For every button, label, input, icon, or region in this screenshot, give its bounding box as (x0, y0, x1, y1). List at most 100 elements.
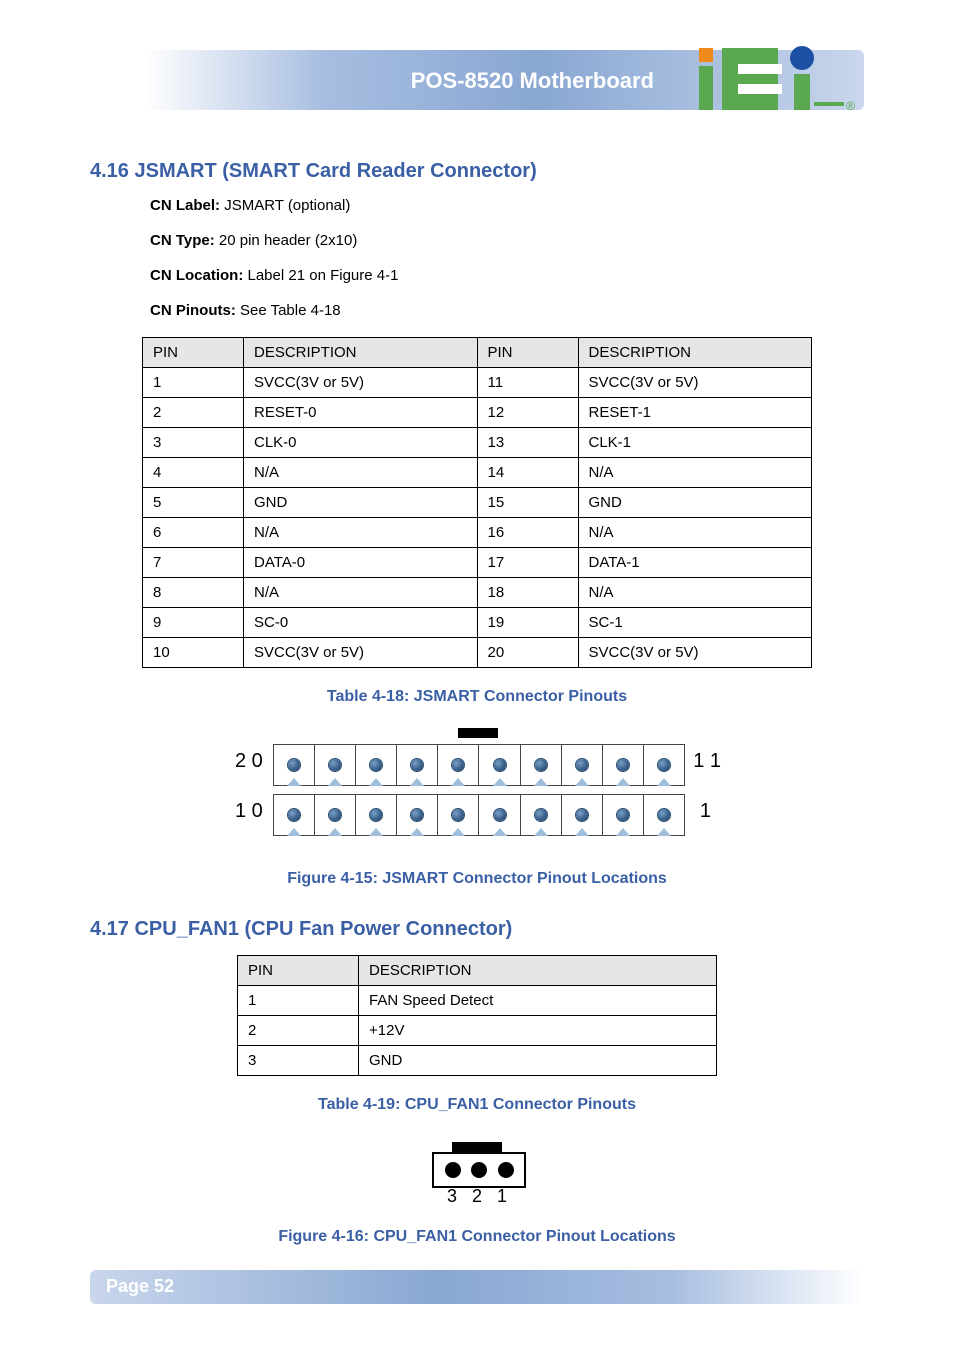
table-cell: GND (244, 488, 478, 518)
pin-dot (329, 809, 341, 821)
page: POS-8520 Motherboard ® 4.16 JSMART (SMAR… (0, 0, 954, 1350)
pin-dot (411, 759, 423, 771)
connector-cell (356, 745, 397, 785)
footer-bar (90, 1270, 864, 1304)
connector-cell (479, 795, 520, 835)
intro-cn-loc: CN Location: Label 21 on Figure 4-1 (150, 267, 864, 284)
table-row: 1SVCC(3V or 5V)11SVCC(3V or 5V) (143, 368, 812, 398)
pin-triangle (410, 828, 424, 836)
iei-logo: ® (684, 44, 864, 120)
table-4-19-caption: Table 4-19: CPU_FAN1 Connector Pinouts (90, 1096, 864, 1114)
pin-dot (494, 809, 506, 821)
top-banner: POS-8520 Motherboard ® (90, 50, 864, 130)
table-row: 2+12V (238, 1016, 717, 1046)
pin-dot (576, 809, 588, 821)
pin-triangle (575, 828, 589, 836)
connector-cell (274, 745, 315, 785)
table-cell: N/A (578, 518, 812, 548)
table-cell: 8 (143, 578, 244, 608)
table-row: 8N/A18N/A (143, 578, 812, 608)
figure-4-15-caption: Figure 4-15: JSMART Connector Pinout Loc… (90, 870, 864, 888)
connector-cell (603, 745, 644, 785)
table-cell: DATA-1 (578, 548, 812, 578)
th-desc1: DESCRIPTION (244, 338, 478, 368)
type-value: 20 pin header (2x10) (219, 232, 357, 249)
section-heading-4-17: 4.17 CPU_FAN1 (CPU Fan Power Connector) (90, 918, 864, 941)
section-heading-4-16: 4.16 JSMART (SMART Card Reader Connector… (90, 160, 864, 183)
intro-cn-type: CN Type: 20 pin header (2x10) (150, 232, 864, 249)
table-cell: SVCC(3V or 5V) (244, 368, 478, 398)
pin-triangle (328, 828, 342, 836)
pin-dot (494, 759, 506, 771)
pin-triangle (657, 778, 671, 786)
type-label: CN Type: (150, 232, 215, 249)
pin-triangle (657, 828, 671, 836)
pin-triangle (410, 778, 424, 786)
table-cell: SVCC(3V or 5V) (244, 638, 478, 668)
pin-dot (370, 809, 382, 821)
connector-cell (644, 745, 684, 785)
table-cell: 4 (143, 458, 244, 488)
table-cell: 1 (143, 368, 244, 398)
table-cell: 15 (477, 488, 578, 518)
connector-cell (397, 745, 438, 785)
th-pin: PIN (238, 956, 359, 986)
table-cell: FAN Speed Detect (359, 986, 717, 1016)
table-cell: 2 (143, 398, 244, 428)
loc-label: CN Location: (150, 267, 243, 284)
connector-cell (562, 745, 603, 785)
table-cell: 1 (238, 986, 359, 1016)
table-row: 7DATA-017DATA-1 (143, 548, 812, 578)
pin-label-2: 2 (472, 1186, 482, 1207)
table-cell: 6 (143, 518, 244, 548)
pin-triangle (328, 778, 342, 786)
pin-dot (471, 1162, 487, 1178)
table-cell: 14 (477, 458, 578, 488)
pin-dot (370, 759, 382, 771)
cn-label: CN Label: (150, 197, 220, 214)
pin-triangle (534, 778, 548, 786)
table-cell: SVCC(3V or 5V) (578, 368, 812, 398)
table-row: 3GND (238, 1046, 717, 1076)
pin-dot (576, 759, 588, 771)
table-cell: 9 (143, 608, 244, 638)
connector-cell (562, 795, 603, 835)
connector-cell (315, 795, 356, 835)
loc-value: Label 21 on Figure 4-1 (248, 267, 399, 284)
pin-label-1: 1 (497, 1186, 507, 1207)
pin-dot (498, 1162, 514, 1178)
connector-cell (603, 795, 644, 835)
table-row: 10SVCC(3V or 5V)20SVCC(3V or 5V) (143, 638, 812, 668)
table-cell: 3 (143, 428, 244, 458)
connector-cell (521, 745, 562, 785)
pin-dot (658, 759, 670, 771)
table-cell: 11 (477, 368, 578, 398)
table-cell: N/A (578, 578, 812, 608)
table-row: 3CLK-013CLK-1 (143, 428, 812, 458)
pin-dot (452, 759, 464, 771)
connector-cell (315, 745, 356, 785)
table-cell: 18 (477, 578, 578, 608)
th-desc: DESCRIPTION (359, 956, 717, 986)
connector-cell (438, 795, 479, 835)
th-pin1: PIN (143, 338, 244, 368)
pin-label: CN Pinouts: (150, 302, 236, 319)
pin-triangle (451, 778, 465, 786)
table-cell: 12 (477, 398, 578, 428)
cn-value: JSMART (optional) (224, 197, 350, 214)
connector-row-top (273, 744, 685, 786)
connector-body (432, 1152, 526, 1188)
jsmart-connector-figure: 2 0 1 0 1 1 1 (237, 736, 717, 856)
pin-dot (658, 809, 670, 821)
table-row: 9SC-019SC-1 (143, 608, 812, 638)
table-cell: DATA-0 (244, 548, 478, 578)
pin-triangle (287, 828, 301, 836)
page-footer: Page 52 (90, 1260, 864, 1310)
connector-cell (644, 795, 684, 835)
pin-triangle (575, 778, 589, 786)
table-4-18-caption: Table 4-18: JSMART Connector Pinouts (90, 688, 864, 706)
connector-key-tab (452, 1142, 502, 1152)
pin-dot (411, 809, 423, 821)
table-cell: 7 (143, 548, 244, 578)
pin-triangle (616, 778, 630, 786)
